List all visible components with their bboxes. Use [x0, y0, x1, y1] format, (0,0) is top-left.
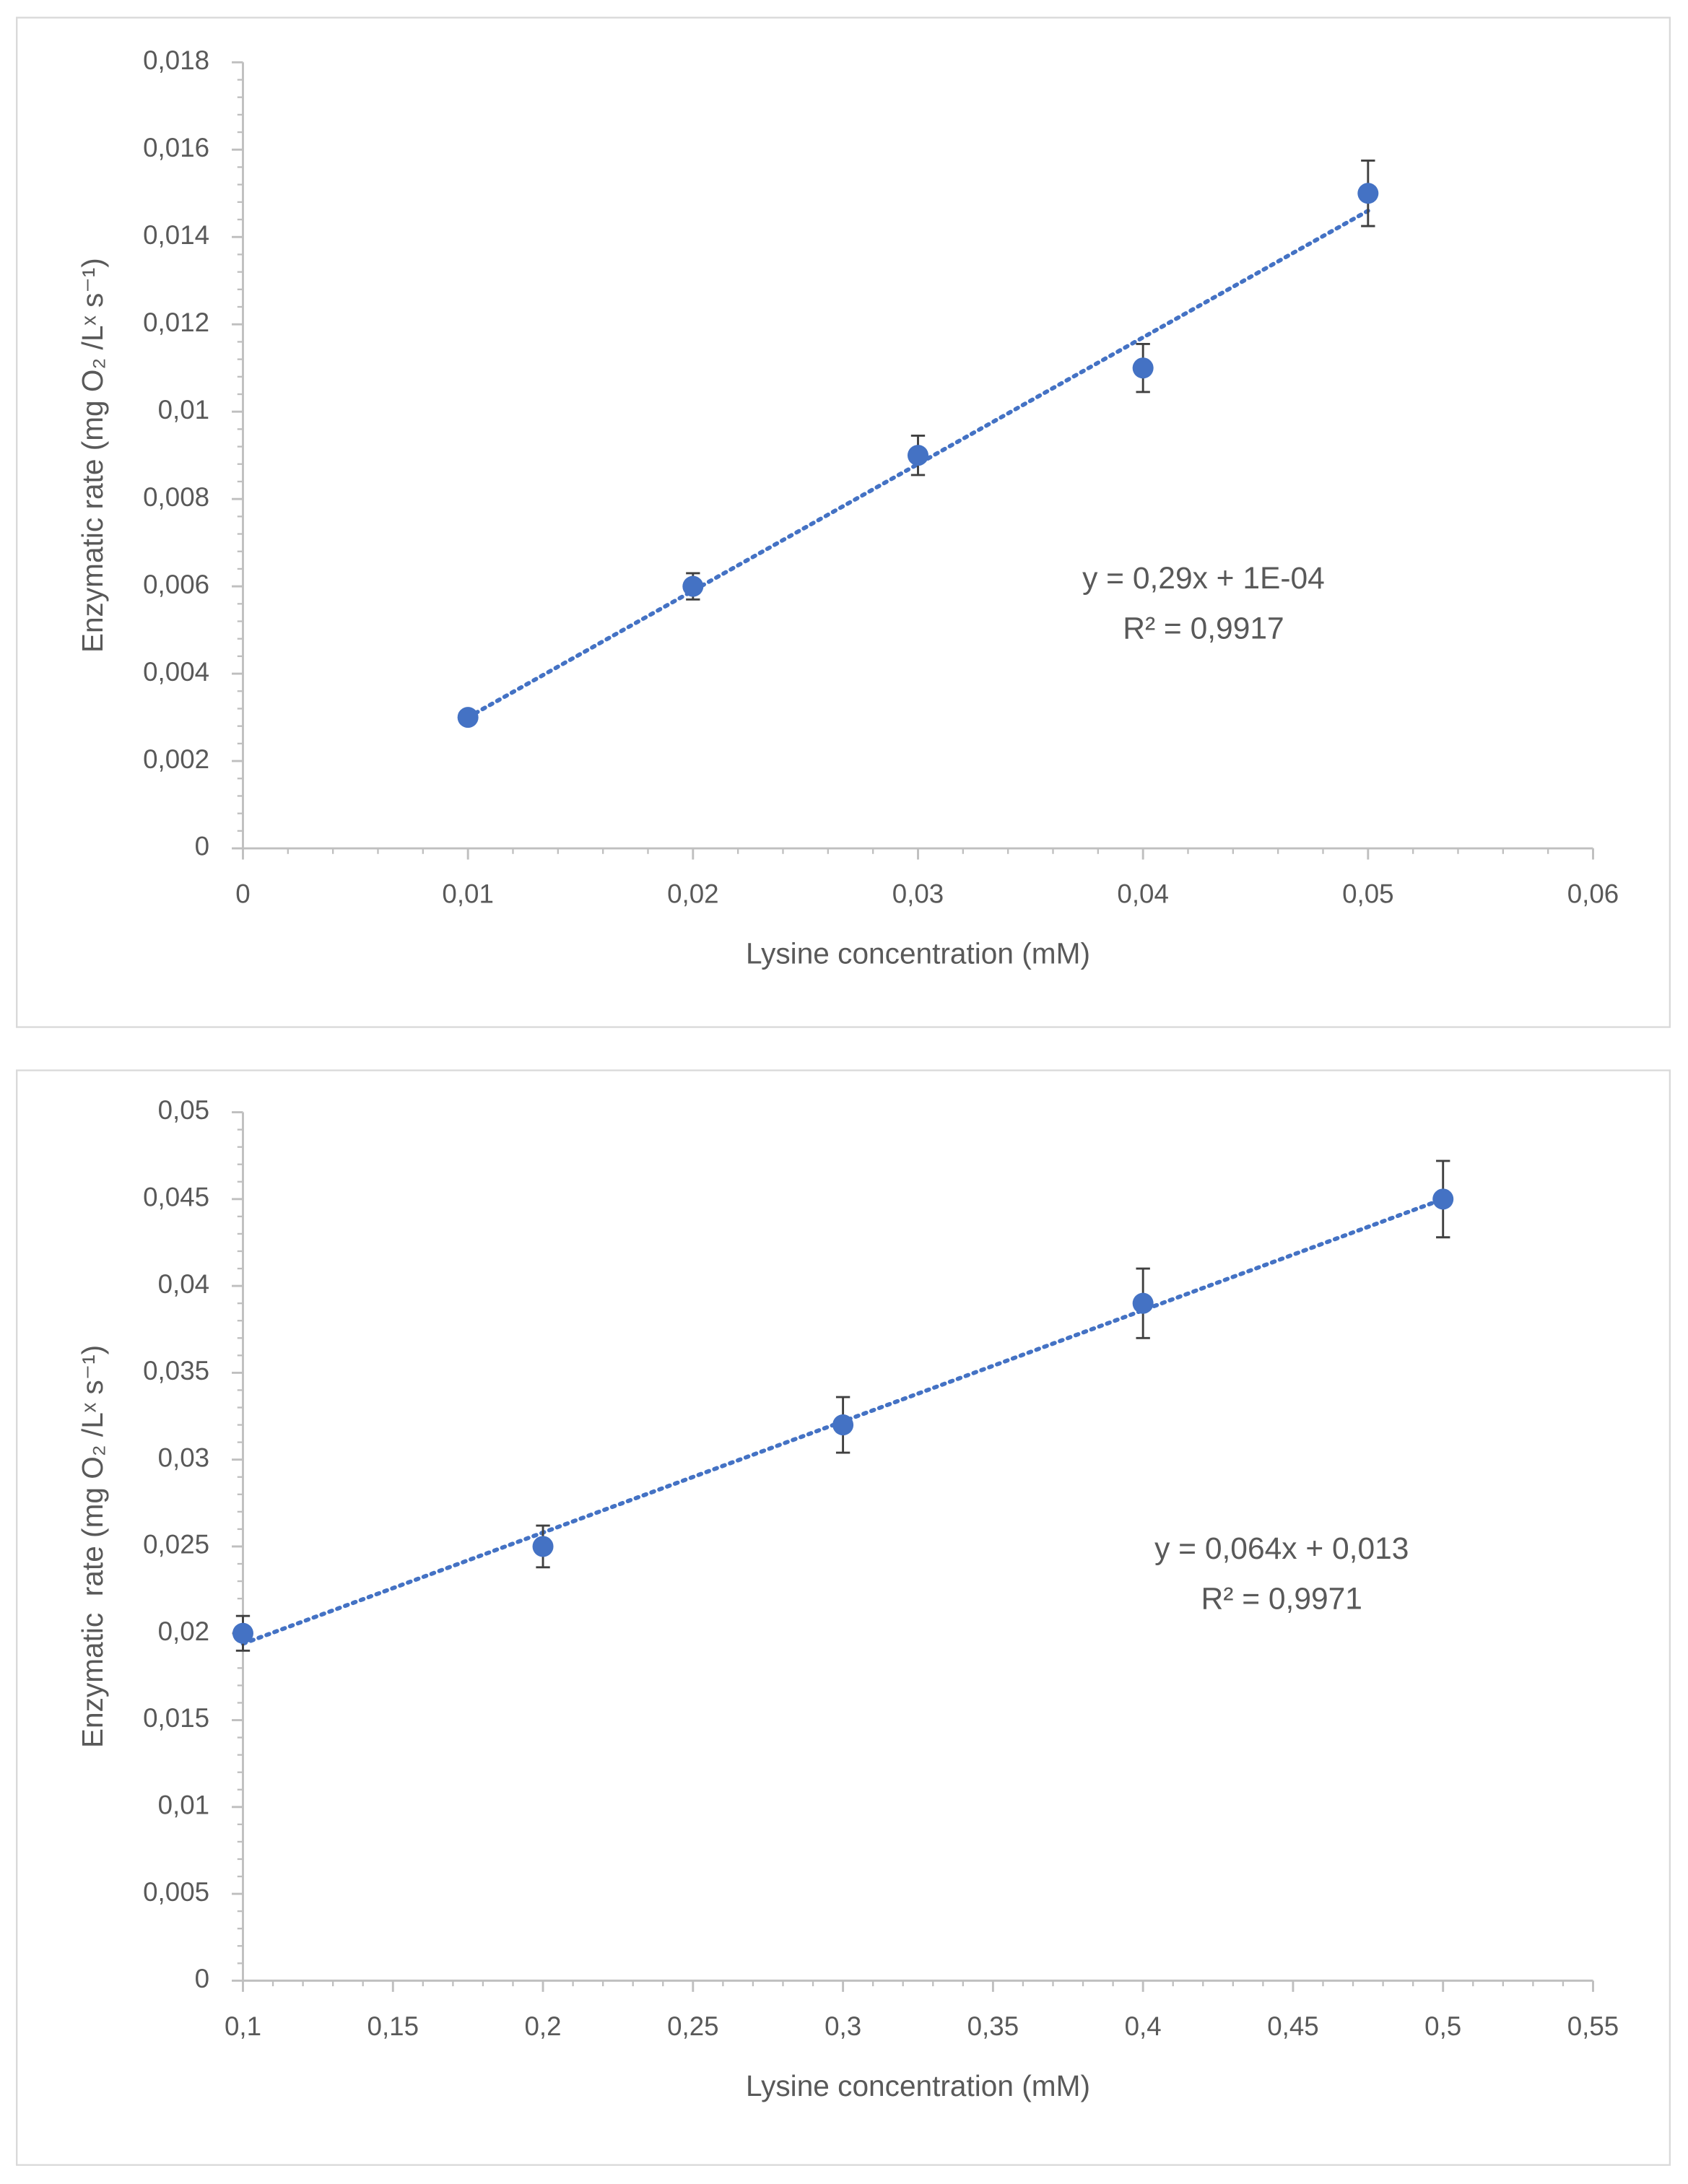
- x-tick-label: 0,01: [442, 879, 494, 909]
- y-tick-label: 0,008: [143, 482, 209, 512]
- point: [232, 1622, 253, 1644]
- y-tick-label: 0,03: [158, 1443, 209, 1472]
- y-tick-label: 0,005: [143, 1877, 209, 1907]
- y-tick-label: 0,012: [143, 308, 209, 337]
- y-tick-label: 0,01: [158, 1791, 209, 1820]
- x-tick-label: 0,45: [1267, 2011, 1319, 2041]
- y-tick-label: 0,015: [143, 1703, 209, 1733]
- x-axis-title: Lysine concentration (mM): [746, 2069, 1090, 2102]
- point: [1132, 357, 1154, 379]
- x-tick-label: 0,15: [367, 2011, 419, 2041]
- x-tick-label: 0,2: [525, 2011, 562, 2041]
- y-tick-label: 0,016: [143, 133, 209, 162]
- x-tick-label: 0,05: [1342, 879, 1394, 909]
- y-tick-label: 0,01: [158, 395, 209, 425]
- x-tick-label: 0,55: [1567, 2011, 1619, 2041]
- x-tick-label: 0,5: [1424, 2011, 1461, 2041]
- point: [907, 445, 928, 466]
- y-tick-label: 0,04: [158, 1269, 209, 1299]
- equation: y = 0,29x + 1E-04: [1082, 561, 1325, 596]
- y-tick-label: 0,006: [143, 570, 209, 599]
- x-tick-label: 0: [235, 879, 250, 909]
- y-tick-label: 0,004: [143, 657, 209, 687]
- y-axis-title: Enzymatic rate (mg O₂ /Lˣ s⁻¹): [76, 258, 109, 653]
- y-tick-label: 0,05: [158, 1095, 209, 1125]
- x-tick-label: 0,4: [1125, 2011, 1162, 2041]
- x-tick-label: 0,04: [1117, 879, 1169, 909]
- point: [1357, 183, 1379, 204]
- y-tick-label: 0,035: [143, 1356, 209, 1385]
- point: [532, 1536, 554, 1557]
- y-axis-title: Enzymatic rate (mg O₂ /Lˣ s⁻¹): [76, 1345, 109, 1748]
- y-tick-label: 0,025: [143, 1530, 209, 1559]
- chart-border: [16, 1069, 1671, 2166]
- y-tick-label: 0,045: [143, 1183, 209, 1212]
- x-tick-label: 0,25: [667, 2011, 719, 2041]
- y-tick-label: 0,02: [158, 1617, 209, 1646]
- y-tick-label: 0: [195, 832, 209, 861]
- point: [682, 575, 704, 597]
- x-tick-label: 0,06: [1567, 879, 1619, 909]
- x-axis-title: Lysine concentration (mM): [746, 937, 1090, 970]
- equation: y = 0,064x + 0,013: [1154, 1531, 1409, 1566]
- chart-border: [16, 17, 1671, 1028]
- chart: 0,1 0,15 0,2 0,25 0,3 0,35 0,4 0,45 0,5 0,55 0 0,00…: [16, 1069, 1671, 2166]
- x-tick-label: 0,1: [225, 2011, 261, 2041]
- trendline: [466, 209, 1370, 720]
- x-tick-label: 0,03: [892, 879, 944, 909]
- y-tick-label: 0,018: [143, 45, 209, 75]
- x-tick-label: 0,02: [667, 879, 719, 909]
- chart: 0 0,01 0,02 0,03 0,04 0,05 0,06 0 0,002 0,004 0,00…: [16, 17, 1671, 1028]
- y-tick-label: 0,014: [143, 220, 209, 250]
- equation: R² = 0,9917: [1123, 612, 1284, 646]
- y-tick-label: 0,002: [143, 744, 209, 774]
- y-tick-label: 0: [195, 1964, 209, 1993]
- point: [832, 1414, 854, 1436]
- equation: R² = 0,9971: [1201, 1582, 1362, 1617]
- x-tick-label: 0,35: [967, 2011, 1019, 2041]
- x-tick-label: 0,3: [825, 2011, 861, 2041]
- point: [1432, 1188, 1454, 1210]
- point: [457, 707, 479, 728]
- point: [1132, 1292, 1154, 1314]
